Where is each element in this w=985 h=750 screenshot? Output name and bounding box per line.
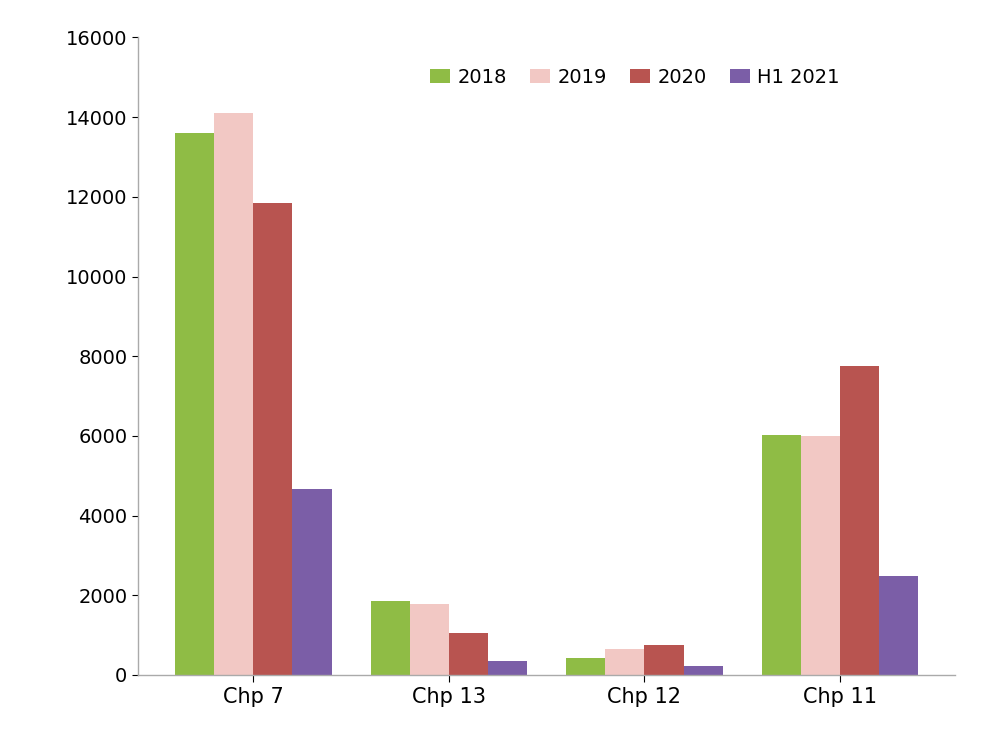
Bar bbox=[410, 604, 449, 675]
Bar bbox=[488, 661, 527, 675]
Bar bbox=[880, 576, 918, 675]
Bar bbox=[253, 202, 293, 675]
Bar bbox=[175, 134, 214, 675]
Bar bbox=[370, 602, 410, 675]
Bar bbox=[761, 435, 801, 675]
Bar bbox=[840, 366, 880, 675]
Bar bbox=[214, 113, 253, 675]
Bar bbox=[293, 488, 332, 675]
Bar bbox=[801, 436, 840, 675]
Bar bbox=[606, 649, 644, 675]
Bar bbox=[644, 645, 684, 675]
Bar bbox=[684, 666, 723, 675]
Bar bbox=[449, 633, 488, 675]
Legend: 2018, 2019, 2020, H1 2021: 2018, 2019, 2020, H1 2021 bbox=[423, 60, 848, 94]
Bar bbox=[566, 658, 606, 675]
